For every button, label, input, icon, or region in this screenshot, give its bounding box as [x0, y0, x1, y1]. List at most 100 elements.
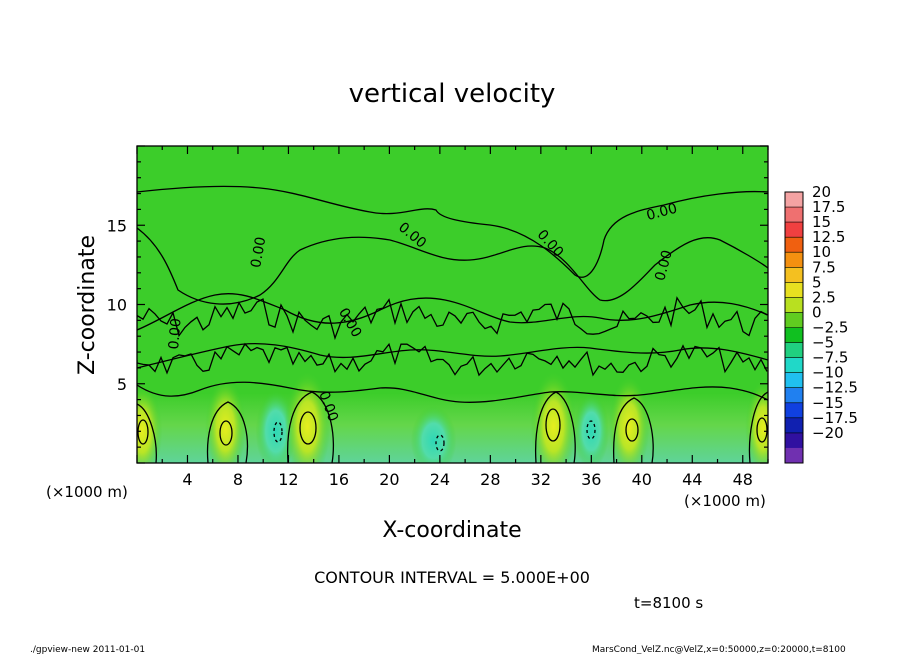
contour-column-5 — [137, 403, 157, 463]
contour-cell-1 — [219, 420, 233, 446]
contour-negative-3 — [586, 420, 596, 440]
x-tick-label: 20 — [379, 470, 399, 489]
colorbar-swatch — [785, 297, 803, 313]
contour-column-1 — [206, 401, 249, 463]
x-tick-label: 36 — [581, 470, 601, 489]
contour-negative-1 — [273, 421, 283, 443]
cool-cell — [573, 393, 609, 463]
colorbar-label: −2.5 — [812, 319, 848, 337]
x-tick-label: 32 — [531, 470, 551, 489]
warm-cell — [608, 375, 650, 463]
y-tick-label: 10 — [107, 296, 127, 315]
colorbar-swatch — [785, 327, 803, 344]
colorbar-swatch — [785, 387, 803, 404]
contour-column-2 — [286, 391, 335, 463]
x-tick-label: 8 — [233, 470, 243, 489]
contour-label: 0.00 — [248, 236, 269, 269]
warm-cell — [284, 371, 331, 463]
x-tick-labels: 4 8 12 16 20 24 28 32 36 40 44 48 — [182, 470, 753, 489]
colorbar-swatch — [785, 447, 803, 464]
colorbar-swatch — [785, 282, 803, 298]
contour-label: 0.00 — [166, 318, 185, 350]
x-tick-label: 48 — [733, 470, 753, 489]
colorbar-swatch — [785, 312, 803, 328]
contour-cell-4 — [625, 418, 639, 442]
colorbar-swatch — [785, 207, 803, 223]
colorbar-label: −5 — [812, 334, 834, 352]
contour-top — [137, 185, 768, 278]
colorbar-label: 12.5 — [812, 228, 845, 246]
colorbar-label: 7.5 — [812, 258, 836, 276]
colorbar-labels: 2017.51512.5107.552.50−2.5−5−7.5−10−12.5… — [812, 183, 858, 442]
x-tick-label: 24 — [430, 470, 450, 489]
warm-cell — [205, 377, 246, 463]
colorbar-label: 0 — [812, 303, 822, 321]
contour-cell-3 — [545, 408, 561, 442]
contour-mid-3 — [137, 342, 768, 369]
colorbar-label: 15 — [812, 213, 831, 231]
contour-column-4 — [612, 397, 654, 463]
contour-negative-2 — [435, 434, 445, 452]
warm-cell — [137, 383, 163, 463]
colorbar-swatch — [785, 267, 803, 283]
contour-mid-2 — [137, 293, 768, 331]
colorbar-label: 2.5 — [812, 288, 836, 306]
x-unit-left: (×1000 m) — [46, 483, 128, 501]
colorbar-label: 10 — [812, 243, 831, 261]
x-tick-label: 40 — [632, 470, 652, 489]
contour-lines — [137, 185, 768, 463]
y-tick-label: 5 — [117, 375, 127, 394]
cool-cell — [255, 390, 297, 463]
footer-left-note: ./gpview-new 2011-01-01 — [30, 645, 145, 654]
chart-title: vertical velocity — [349, 79, 556, 109]
contour-column-3 — [534, 391, 576, 463]
colorbar — [784, 191, 804, 464]
colorbar-label: −17.5 — [812, 409, 858, 427]
plot-area: 0.00 0.00 0.00 0.00 0.00 0.00 0.00 0.00 — [136, 145, 769, 464]
colorbar-label: 17.5 — [812, 198, 845, 216]
colorbar-swatch — [785, 417, 803, 434]
colorbar-swatch — [785, 342, 803, 359]
x-tick-marks — [136, 146, 769, 463]
contour-cell-5 — [756, 417, 768, 443]
y-tick-marks — [137, 145, 768, 464]
contour-low — [137, 381, 768, 403]
colorbar-swatch — [785, 222, 803, 238]
contour-noise-2 — [137, 342, 768, 377]
x-axis-label: X-coordinate — [382, 518, 521, 543]
contour-interval: CONTOUR INTERVAL = 5.000E+00 — [314, 568, 590, 587]
colorbar-swatch — [785, 372, 803, 389]
colorbar-swatch — [785, 237, 803, 253]
contour-cell-2 — [299, 411, 317, 445]
contour-label: 0.00 — [652, 248, 676, 282]
colorbar-swatch — [785, 192, 803, 208]
colorbar-label: 20 — [812, 183, 831, 201]
contour-column-6 — [748, 391, 768, 463]
colorbar-label: −12.5 — [812, 379, 858, 397]
colorbar-swatch — [785, 432, 803, 449]
contour-mid-1 — [137, 227, 768, 305]
colorbar-swatch — [785, 252, 803, 268]
colorbar-swatch — [785, 402, 803, 419]
colorbar-label: −15 — [812, 394, 844, 412]
colorbar-label: −7.5 — [812, 349, 848, 367]
colorbar-label: −20 — [812, 424, 844, 442]
y-axis-label: Z-coordinate — [75, 235, 100, 375]
colorbar-label: −10 — [812, 364, 844, 382]
contour-cell-6 — [137, 419, 149, 445]
x-tick-label: 44 — [682, 470, 702, 489]
x-unit-right: (×1000 m) — [684, 492, 766, 510]
warm-cell — [530, 371, 577, 463]
y-tick-labels: 5 10 15 — [107, 216, 127, 394]
x-tick-label: 16 — [329, 470, 349, 489]
contour-noise-1 — [137, 296, 768, 341]
contour-label: 0.00 — [645, 201, 679, 225]
x-tick-label: 4 — [182, 470, 192, 489]
y-tick-label: 15 — [107, 216, 127, 235]
x-tick-label: 12 — [278, 470, 298, 489]
cool-cell — [410, 405, 457, 463]
colorbar-label: 5 — [812, 273, 822, 291]
time-label: t=8100 s — [634, 594, 703, 612]
